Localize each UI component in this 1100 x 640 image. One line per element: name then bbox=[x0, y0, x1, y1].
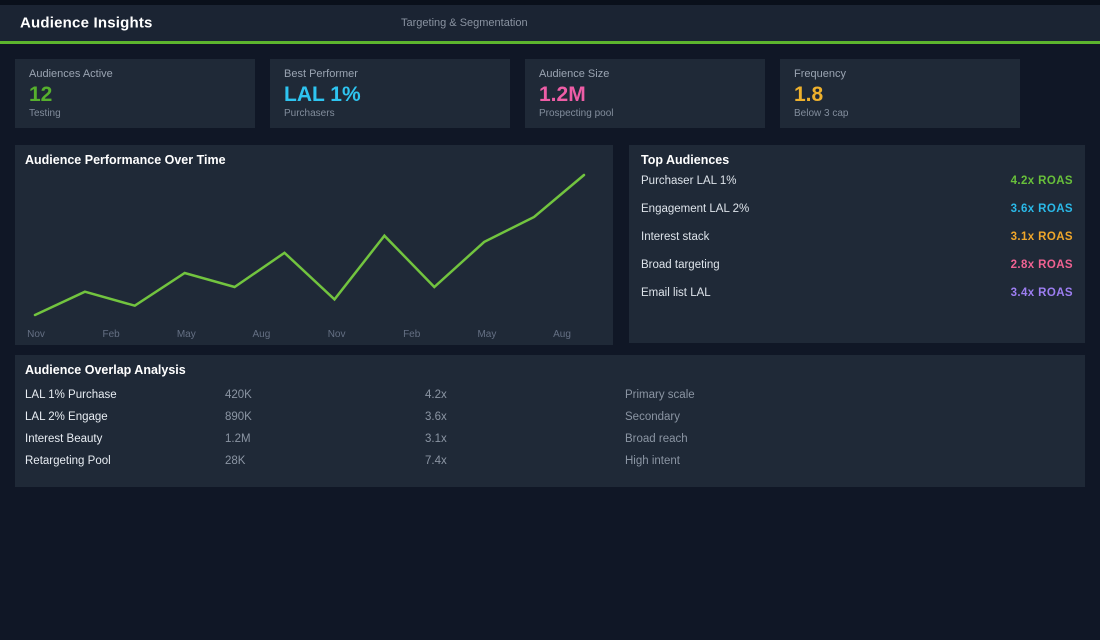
overlap-note: Secondary bbox=[625, 411, 680, 423]
audience-name: Purchaser LAL 1% bbox=[641, 175, 737, 187]
overlap-roas: 4.2x bbox=[425, 389, 447, 401]
list-item: Engagement LAL 2% 3.6x ROAS bbox=[641, 195, 1073, 223]
overlap-analysis-panel: Audience Overlap Analysis LAL 1% Purchas… bbox=[15, 355, 1085, 487]
kpi-value: 1.8 bbox=[794, 83, 824, 106]
kpi-sublabel: Testing bbox=[29, 108, 61, 119]
audience-name: Engagement LAL 2% bbox=[641, 203, 750, 215]
overlap-table: LAL 1% Purchase 420K 4.2x Primary scale … bbox=[25, 384, 1075, 472]
kpi-card-frequency: Frequency 1.8 Below 3 cap bbox=[780, 59, 1020, 128]
x-axis-tick-label: Nov bbox=[328, 329, 346, 340]
kpi-value: 12 bbox=[29, 83, 53, 106]
x-axis-tick-label: Aug bbox=[553, 329, 571, 340]
kpi-card-best-performer: Best Performer LAL 1% Purchasers bbox=[270, 59, 510, 128]
audience-name: Broad targeting bbox=[641, 259, 720, 271]
kpi-sublabel: Purchasers bbox=[284, 108, 335, 119]
kpi-sublabel: Prospecting pool bbox=[539, 108, 614, 119]
overlap-name: LAL 1% Purchase bbox=[25, 389, 117, 401]
overlap-size: 890K bbox=[225, 411, 252, 423]
app-header: Audience Insights Targeting & Segmentati… bbox=[0, 0, 1100, 44]
audience-roas: 3.1x ROAS bbox=[1010, 231, 1073, 243]
overlap-note: Broad reach bbox=[625, 433, 688, 445]
list-item: Email list LAL 3.4x ROAS bbox=[641, 279, 1073, 307]
kpi-label: Audience Size bbox=[539, 68, 610, 80]
overlap-size: 1.2M bbox=[225, 433, 251, 445]
overlap-roas: 3.1x bbox=[425, 433, 447, 445]
overlap-name: Interest Beauty bbox=[25, 433, 103, 445]
audience-name: Interest stack bbox=[641, 231, 710, 243]
kpi-value: LAL 1% bbox=[284, 83, 361, 106]
x-axis-tick-label: Feb bbox=[403, 329, 421, 340]
x-axis-tick-label: May bbox=[177, 329, 196, 340]
overlap-title: Audience Overlap Analysis bbox=[25, 363, 186, 377]
overlap-name: LAL 2% Engage bbox=[25, 411, 108, 423]
page-title: Audience Insights bbox=[20, 14, 153, 32]
list-item: Interest stack 3.1x ROAS bbox=[641, 223, 1073, 251]
audience-name: Email list LAL bbox=[641, 287, 711, 299]
overlap-roas: 7.4x bbox=[425, 455, 447, 467]
audience-roas: 4.2x ROAS bbox=[1010, 175, 1073, 187]
list-item: Purchaser LAL 1% 4.2x ROAS bbox=[641, 167, 1073, 195]
chart-title: Audience Performance Over Time bbox=[25, 153, 226, 167]
performance-chart-svg: Nov Feb May Aug Nov Feb May Aug bbox=[27, 173, 586, 340]
kpi-label: Frequency bbox=[794, 68, 846, 80]
x-axis-tick-label: Nov bbox=[27, 329, 45, 340]
kpi-label: Best Performer bbox=[284, 68, 358, 80]
x-axis-tick-label: Feb bbox=[102, 329, 120, 340]
overlap-note: High intent bbox=[625, 455, 680, 467]
kpi-sublabel: Below 3 cap bbox=[794, 108, 849, 119]
list-item: Broad targeting 2.8x ROAS bbox=[641, 251, 1073, 279]
x-axis-tick-label: May bbox=[477, 329, 496, 340]
overlap-roas: 3.6x bbox=[425, 411, 447, 423]
overlap-name: Retargeting Pool bbox=[25, 455, 111, 467]
top-audiences-panel: Top Audiences Purchaser LAL 1% 4.2x ROAS… bbox=[629, 145, 1085, 343]
page-subtitle: Targeting & Segmentation bbox=[401, 17, 528, 29]
audience-roas: 2.8x ROAS bbox=[1010, 259, 1073, 271]
overlap-size: 420K bbox=[225, 389, 252, 401]
kpi-label: Audiences Active bbox=[29, 68, 113, 80]
kpi-value: 1.2M bbox=[539, 83, 586, 106]
audience-roas: 3.4x ROAS bbox=[1010, 287, 1073, 299]
performance-line bbox=[33, 173, 586, 317]
top-audiences-title: Top Audiences bbox=[641, 153, 730, 167]
kpi-card-audience-size: Audience Size 1.2M Prospecting pool bbox=[525, 59, 765, 128]
kpi-card-audiences-active: Audiences Active 12 Testing bbox=[15, 59, 255, 128]
overlap-note: Primary scale bbox=[625, 389, 695, 401]
audience-roas: 3.6x ROAS bbox=[1010, 203, 1073, 215]
performance-chart-panel: Nov Feb May Aug Nov Feb May Aug Audience Perfor… bbox=[15, 145, 613, 345]
kpi-row: Audiences Active 12 Testing Best Perform… bbox=[15, 59, 1020, 128]
overlap-size: 28K bbox=[225, 455, 246, 467]
x-axis-tick-label: Aug bbox=[253, 329, 271, 340]
